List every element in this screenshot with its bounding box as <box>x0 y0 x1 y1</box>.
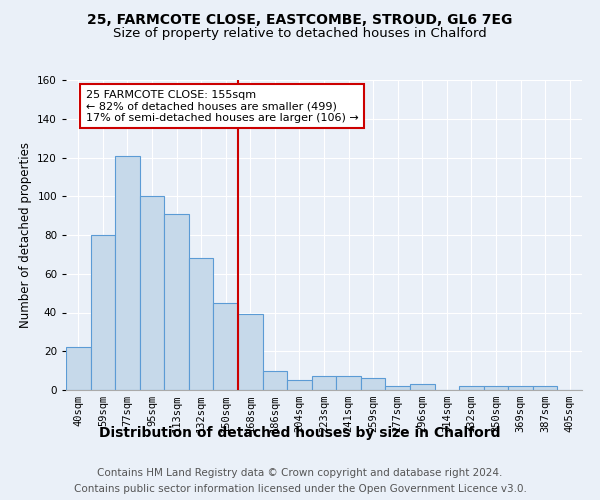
Bar <box>164 214 189 390</box>
Bar <box>484 386 508 390</box>
Bar <box>361 378 385 390</box>
Text: 25 FARMCOTE CLOSE: 155sqm
← 82% of detached houses are smaller (499)
17% of semi: 25 FARMCOTE CLOSE: 155sqm ← 82% of detac… <box>86 90 358 123</box>
Bar <box>312 376 336 390</box>
Bar <box>238 314 263 390</box>
Text: 25, FARMCOTE CLOSE, EASTCOMBE, STROUD, GL6 7EG: 25, FARMCOTE CLOSE, EASTCOMBE, STROUD, G… <box>88 12 512 26</box>
Bar <box>508 386 533 390</box>
Bar <box>115 156 140 390</box>
Y-axis label: Number of detached properties: Number of detached properties <box>19 142 32 328</box>
Bar <box>91 235 115 390</box>
Bar <box>336 376 361 390</box>
Bar <box>66 348 91 390</box>
Bar <box>385 386 410 390</box>
Bar <box>214 303 238 390</box>
Bar <box>287 380 312 390</box>
Text: Size of property relative to detached houses in Chalford: Size of property relative to detached ho… <box>113 28 487 40</box>
Bar <box>189 258 214 390</box>
Bar <box>263 370 287 390</box>
Bar <box>533 386 557 390</box>
Text: Distribution of detached houses by size in Chalford: Distribution of detached houses by size … <box>99 426 501 440</box>
Bar <box>140 196 164 390</box>
Text: Contains HM Land Registry data © Crown copyright and database right 2024.: Contains HM Land Registry data © Crown c… <box>97 468 503 477</box>
Bar <box>410 384 434 390</box>
Text: Contains public sector information licensed under the Open Government Licence v3: Contains public sector information licen… <box>74 484 526 494</box>
Bar <box>459 386 484 390</box>
